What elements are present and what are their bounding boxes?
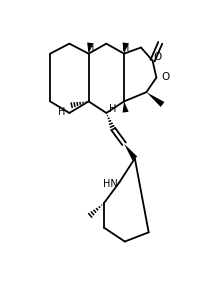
Polygon shape [87, 43, 93, 54]
Text: O: O [162, 72, 170, 82]
Polygon shape [123, 43, 129, 54]
Text: H: H [122, 43, 129, 53]
Text: H: H [58, 107, 65, 117]
Polygon shape [146, 92, 165, 107]
Text: H: H [109, 104, 116, 114]
Text: H: H [87, 43, 95, 53]
Text: HN: HN [103, 179, 118, 189]
Text: O: O [154, 52, 162, 62]
Polygon shape [124, 144, 137, 160]
Polygon shape [123, 101, 129, 113]
